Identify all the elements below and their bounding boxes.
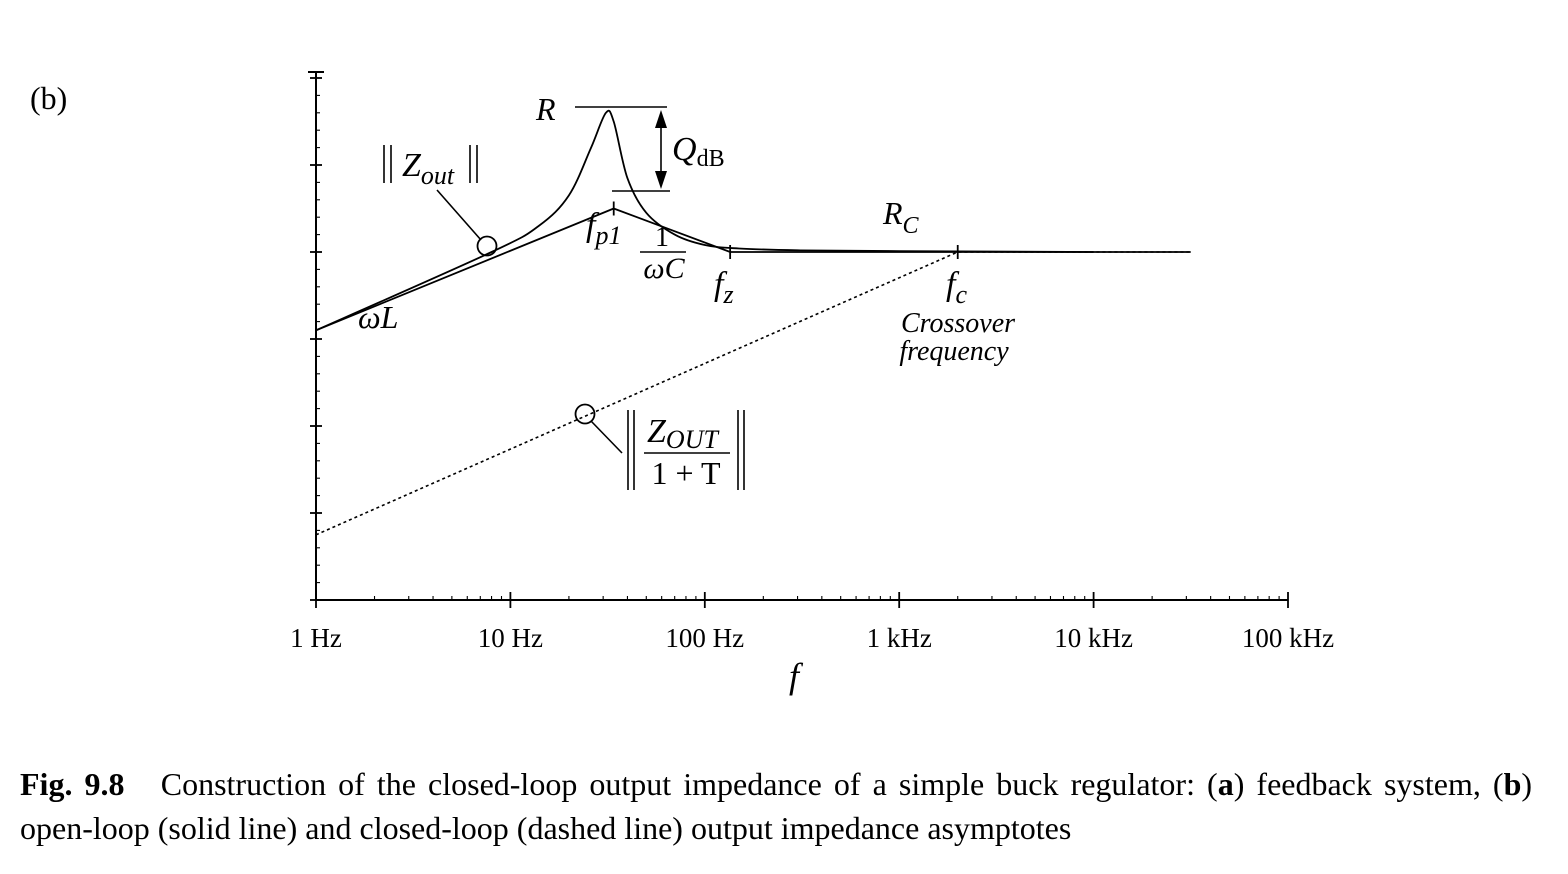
caption-part2: ) feedback system, ( [1233, 766, 1504, 802]
x-tick-label: 10 kHz [1054, 623, 1133, 653]
minor-ticks [316, 94, 1280, 600]
fc-label: fc [946, 266, 967, 309]
series-line-solid-curve [315, 109, 1094, 332]
series-line-solid-asymptote [315, 207, 1191, 332]
q-arrow-down [655, 171, 667, 189]
series [315, 109, 1191, 536]
fz-label: fz [714, 266, 734, 309]
x-axis-label: f [789, 656, 804, 696]
zout-open-leader [436, 189, 482, 241]
x-tick-label: 100 kHz [1242, 623, 1334, 653]
figure-caption: Fig. 9.8 Construction of the closed-loop… [20, 762, 1532, 850]
crossover-line1: Crossover [901, 308, 1015, 339]
zout-closed-marker [574, 403, 596, 425]
q-arrow-up [655, 110, 667, 128]
rc-label: RC [882, 195, 920, 239]
bode-figure: 1 Hz 10 Hz 100 Hz 1 kHz 10 kHz 100 kHz f R QdB… [290, 71, 1334, 696]
axes: 1 Hz 10 Hz 100 Hz 1 kHz 10 kHz 100 kHz f [290, 71, 1334, 696]
zout-open-label: Zout [402, 147, 455, 190]
zout-closed-leader [590, 420, 623, 454]
wl-label: ωL [358, 299, 398, 335]
zout-closed-num: ZOUT [647, 413, 719, 454]
x-tick-label: 1 kHz [867, 623, 932, 653]
caption-a: a [1217, 766, 1234, 802]
series-line-dashed [315, 251, 1191, 536]
inv-wc-num: 1 [655, 222, 669, 253]
x-tick-label: 1 Hz [290, 623, 342, 653]
q-label: QdB [672, 131, 725, 172]
zout-closed-den: 1 + T [651, 455, 720, 491]
x-tick-label: 100 Hz [665, 623, 744, 653]
inv-wc-den: ωC [643, 252, 685, 285]
r-label: R [535, 91, 556, 127]
crossover-line2: frequency [899, 336, 1009, 367]
caption-b: b [1503, 766, 1522, 802]
x-tick-label: 10 Hz [478, 623, 543, 653]
annotations: R QdB Zout fp1 1 ωC fz RC fc Crossover f… [358, 91, 1015, 491]
panel-label: (b) [30, 80, 68, 116]
caption-part3: ) open-loop (solid line) and closed-loop… [20, 766, 1533, 846]
caption-part1: Construction of the closed-loop output i… [160, 766, 1218, 802]
fig-number: Fig. 9.8 [20, 766, 125, 802]
zout-open-marker [476, 235, 498, 257]
